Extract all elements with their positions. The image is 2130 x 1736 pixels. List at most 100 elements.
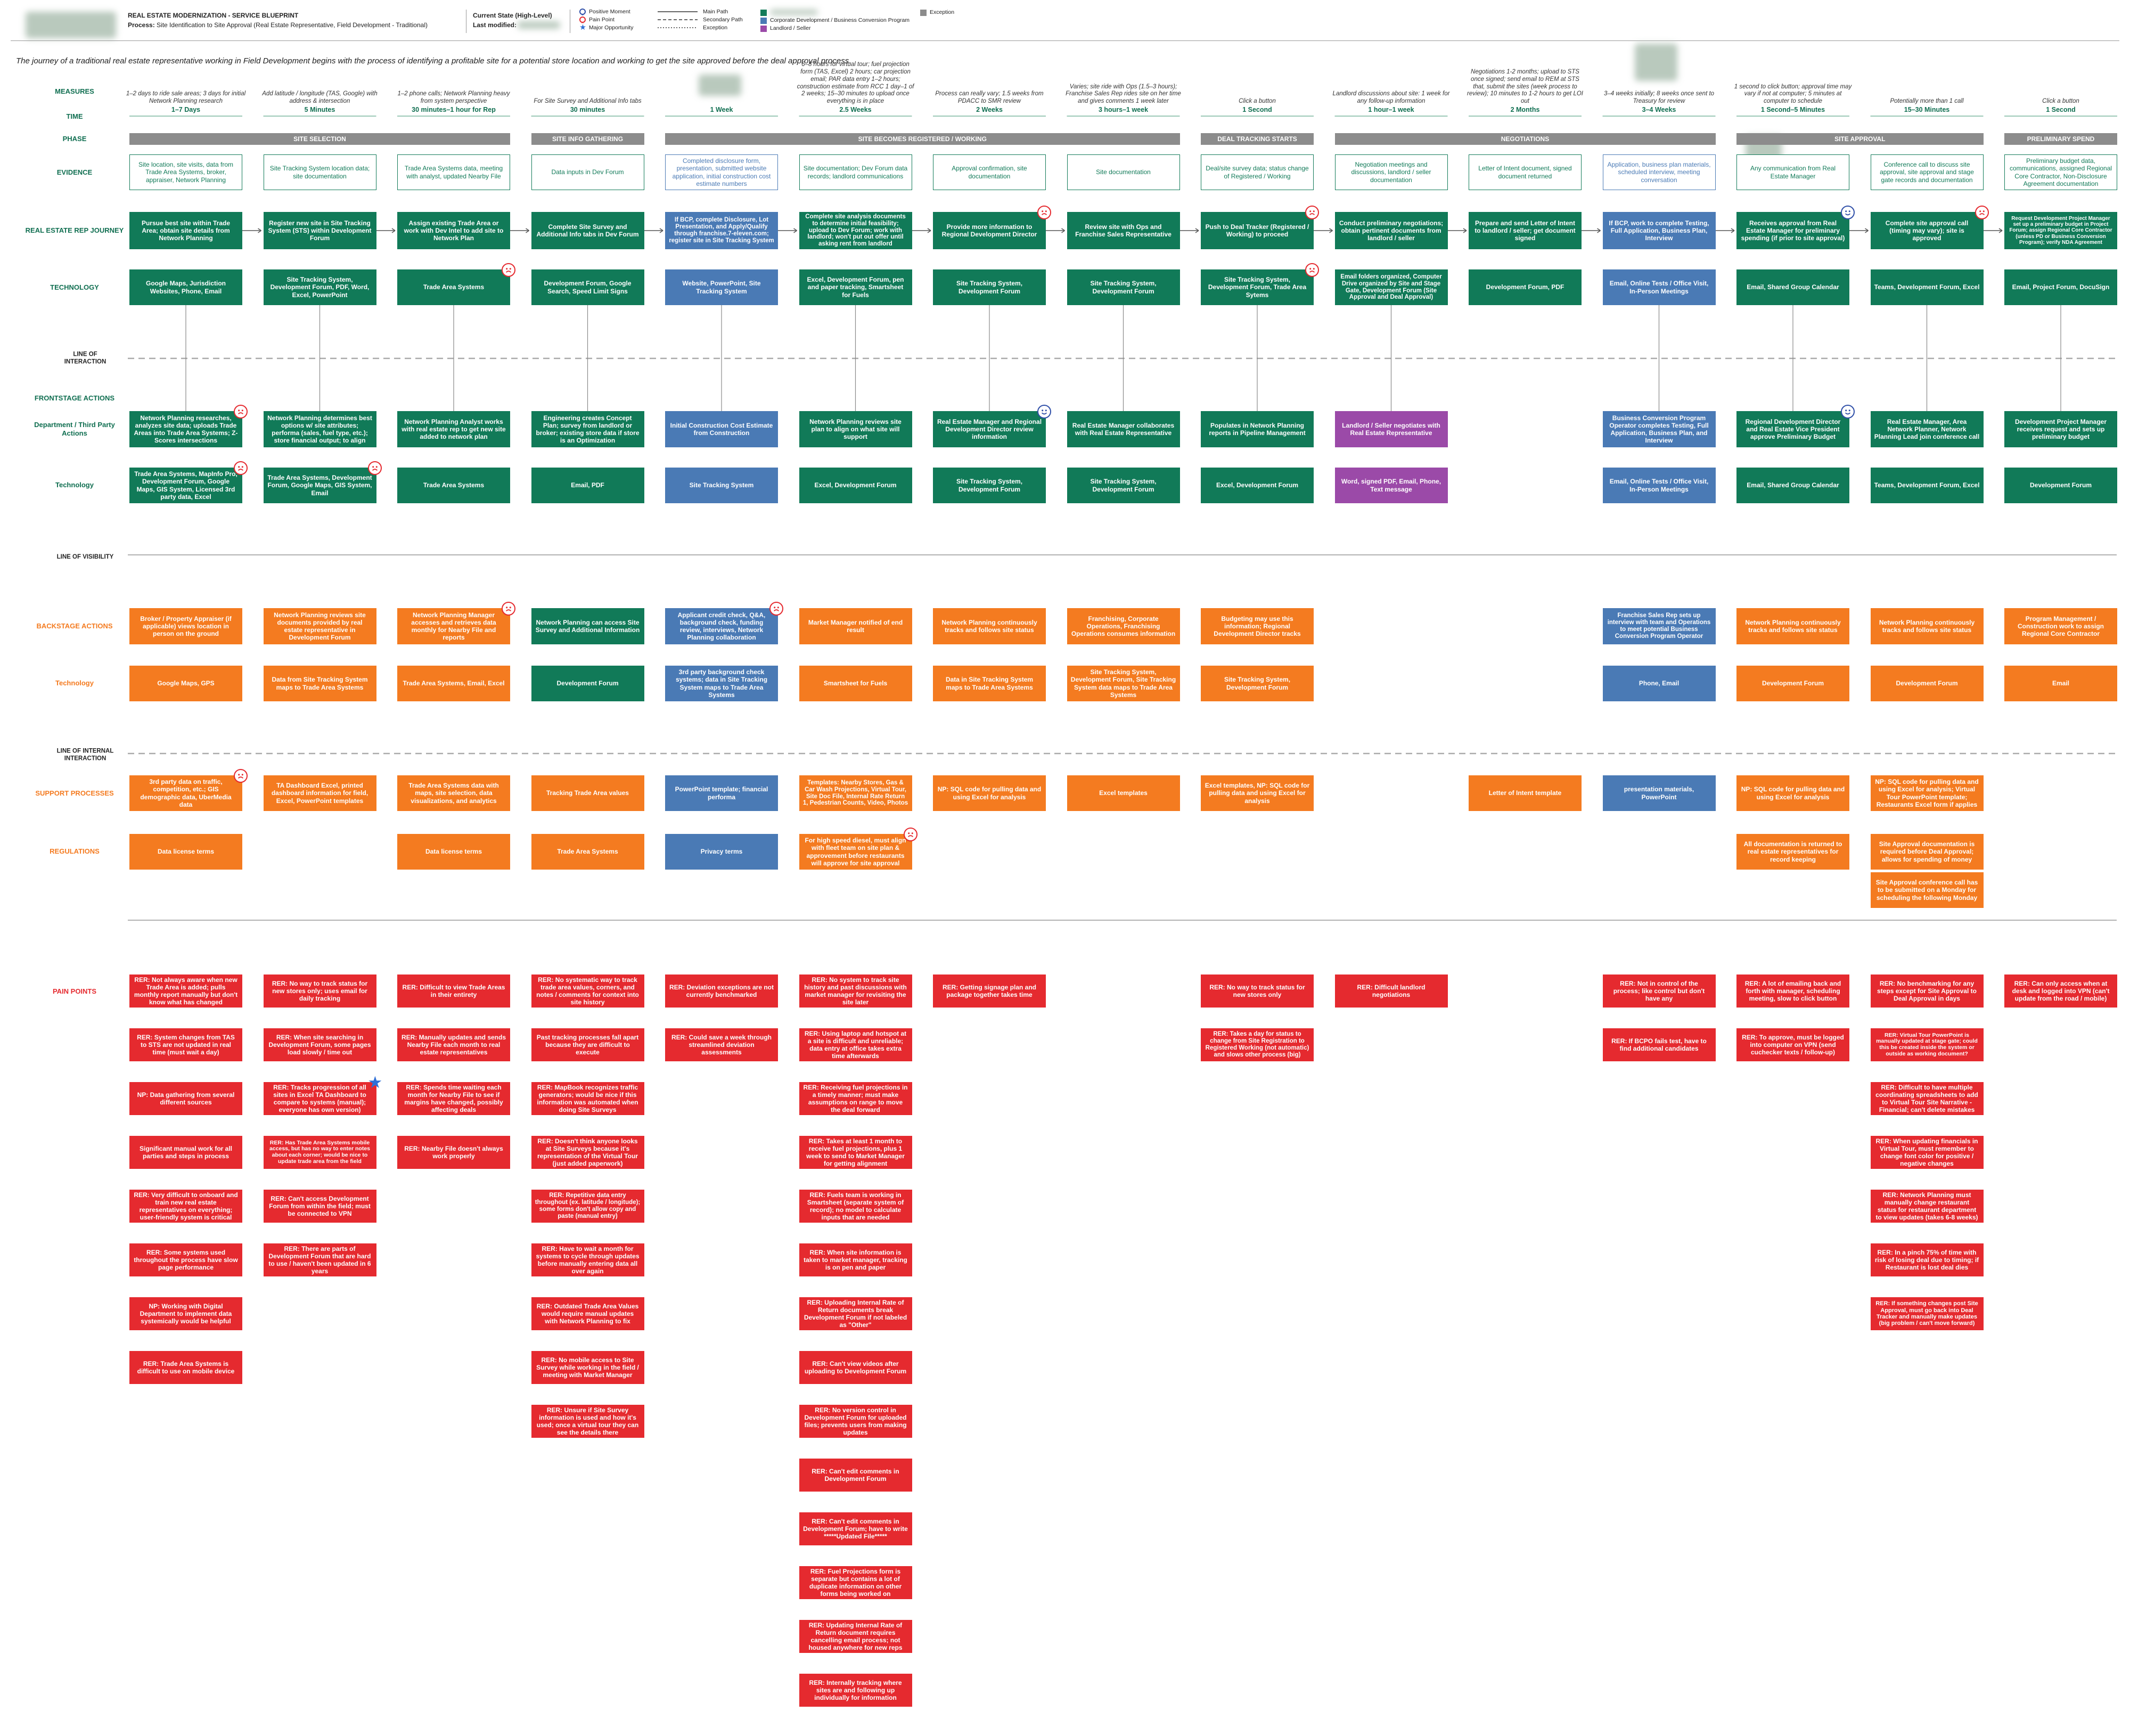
step-card: Network Planning Manager accesses and re… bbox=[397, 608, 510, 644]
row-label: LINE OF INTERACTION bbox=[64, 351, 106, 365]
step-card: Site Tracking System, Development Forum bbox=[1067, 269, 1180, 305]
step-card: NP: SQL code for pulling data and using … bbox=[1736, 775, 1849, 811]
positive-icon bbox=[579, 9, 586, 15]
step-card: Trade Area Systems bbox=[397, 269, 510, 305]
legend-swatch bbox=[920, 10, 927, 16]
row-label: Department / Third Party Actions bbox=[34, 420, 115, 437]
time: 30 minutes bbox=[570, 106, 605, 113]
step-card: Email, Shared Group Calendar bbox=[1736, 269, 1849, 305]
pain-icon bbox=[903, 828, 917, 841]
step-card: Data license terms bbox=[397, 834, 510, 870]
step-card: Teams, Development Forum, Excel bbox=[1870, 468, 1984, 503]
arrow-head bbox=[391, 230, 396, 233]
step-card: RER: Fuels team is working in Smartsheet… bbox=[799, 1190, 912, 1223]
step-card: Trade Area Systems, Development Forum, G… bbox=[263, 468, 376, 503]
step-card: Network Planning continuously tracks and… bbox=[933, 608, 1046, 644]
phase-bar: SITE BECOMES REGISTERED / WORKING bbox=[665, 133, 1180, 145]
step-card: RER: When site information is taken to m… bbox=[799, 1243, 912, 1276]
step-card: Pursue best site within Trade Area; obta… bbox=[129, 212, 242, 249]
row-label: BACKSTAGE ACTIONS bbox=[36, 621, 113, 630]
row-label: TIME bbox=[66, 112, 83, 120]
measure: 1–2 phone calls; Network Planning heavy … bbox=[397, 91, 510, 105]
step-card: Google Maps, GPS bbox=[129, 666, 242, 701]
step-card: PowerPoint template; financial performa bbox=[665, 775, 778, 811]
date-blurred bbox=[518, 21, 560, 29]
step-card: Broker / Property Appraiser (if applicab… bbox=[129, 608, 242, 644]
step-card: RER: Unsure if Site Survey information i… bbox=[531, 1405, 644, 1438]
step-card: NP: SQL code for pulling data and using … bbox=[1870, 775, 1984, 811]
legend-label: Positive Moment bbox=[589, 9, 630, 15]
step-card: RER: No mobile access to Site Survey whi… bbox=[531, 1351, 644, 1384]
step-card: For high speed diesel, must align with f… bbox=[799, 834, 912, 870]
arrow-head bbox=[1061, 228, 1065, 231]
step-card: Any communication from Real Estate Manag… bbox=[1736, 154, 1849, 190]
step-card: Data from Site Tracking System maps to T… bbox=[263, 666, 376, 701]
step-card: RER: Repetitive data entry throughout (e… bbox=[531, 1190, 644, 1223]
step-card: Conduct preliminary negotiations; obtain… bbox=[1334, 212, 1448, 249]
measure: Click a button bbox=[1239, 98, 1276, 105]
time: 1 Second–5 Minutes bbox=[1760, 106, 1825, 113]
row-label: EVIDENCE bbox=[56, 168, 93, 176]
step-card: RER: No systematic way to track trade ar… bbox=[531, 975, 644, 1008]
legend-swatch bbox=[760, 26, 767, 32]
measure: Add latitude / longitude (TAS, Google) w… bbox=[262, 91, 378, 105]
arrow-head bbox=[1731, 228, 1735, 231]
step-card: RER: No way to track status for new stor… bbox=[1201, 975, 1314, 1008]
step-card: Past tracking processes fall apart becau… bbox=[531, 1028, 644, 1061]
modified-label: Last modified: bbox=[473, 21, 517, 29]
step-card: Network Planning continuously tracks and… bbox=[1736, 608, 1849, 644]
phase-bar: SITE SELECTION bbox=[129, 133, 510, 145]
row-label: LINE OF VISIBILITY bbox=[56, 553, 114, 560]
step-card: Review site with Ops and Franchise Sales… bbox=[1067, 212, 1180, 249]
legend-label: Major Opportunity bbox=[589, 24, 634, 31]
step-card: Website, PowerPoint, Site Tracking Syste… bbox=[665, 269, 778, 305]
step-card: Smartsheet for Fuels bbox=[799, 666, 912, 701]
phase-bar: SITE APPROVAL bbox=[1736, 133, 1984, 145]
step-card: RER: Internally tracking where sites are… bbox=[799, 1674, 912, 1707]
step-card: Real Estate Manager, Area Network Planne… bbox=[1870, 411, 1984, 447]
step-card: Excel, Development Forum, pen and paper … bbox=[799, 269, 912, 305]
legend-label: Exception bbox=[930, 9, 955, 15]
row-label: PAIN POINTS bbox=[52, 987, 97, 995]
positive-icon bbox=[1037, 405, 1051, 419]
legend-blurred bbox=[770, 10, 818, 15]
phase-bar: DEAL TRACKING STARTS bbox=[1201, 133, 1314, 145]
step-card: Site Tracking System, Development Forum,… bbox=[1201, 269, 1314, 305]
step-card: Trade Area Systems, Email, Excel bbox=[397, 666, 510, 701]
arrow-head bbox=[927, 230, 931, 233]
step-card: If BCP, complete Disclosure, Lot Present… bbox=[665, 212, 778, 249]
step-card: RER: A lot of emailing back and forth wi… bbox=[1736, 975, 1849, 1008]
measure: Click a button bbox=[2042, 98, 2079, 105]
time: 15–30 Minutes bbox=[1904, 106, 1950, 113]
pain-icon bbox=[1037, 206, 1051, 219]
intro: The journey of a traditional real estate… bbox=[16, 56, 851, 65]
step-card: 3rd party background check systems; data… bbox=[665, 666, 778, 701]
time: 1 Week bbox=[710, 106, 733, 113]
step-card: Negotiation meetings and discussions, la… bbox=[1334, 154, 1448, 190]
arrow-head bbox=[1865, 228, 1869, 231]
time: 1 Second bbox=[2046, 106, 2076, 113]
step-card: Receives approval from Real Estate Manag… bbox=[1736, 212, 1849, 249]
arrow-head bbox=[258, 228, 261, 231]
step-card: RER: Network Planning must manually chan… bbox=[1870, 1190, 1984, 1223]
step-card: RER: Uploading Internal Rate of Return d… bbox=[799, 1297, 912, 1330]
step-card: Trade Area Systems bbox=[531, 834, 644, 870]
step-card: RER: No version control in Development F… bbox=[799, 1405, 912, 1438]
step-card: Trade Area Systems data, meeting with an… bbox=[397, 154, 510, 190]
pain-icon bbox=[234, 769, 248, 783]
step-card: Network Planning reviews site documents … bbox=[263, 608, 376, 644]
step-card: Letter of Intent template bbox=[1469, 775, 1582, 811]
step-card: Program Management / Construction work t… bbox=[2004, 608, 2117, 644]
step-card: RER: Not always aware when new Trade Are… bbox=[129, 975, 242, 1008]
row-label: Technology bbox=[55, 678, 94, 687]
row-label: FRONTSTAGE ACTIONS bbox=[34, 394, 115, 402]
step-card: Network Planning can access Site Survey … bbox=[531, 608, 644, 644]
step-card: RER: Fuel Projections form is separate b… bbox=[799, 1566, 912, 1599]
step-card: If BCP, work to complete Testing, Full A… bbox=[1602, 212, 1716, 249]
step-card: Development Forum, Google Search, Speed … bbox=[531, 269, 644, 305]
step-card: RER: Receiving fuel projections in a tim… bbox=[799, 1082, 912, 1115]
step-card: Excel templates, NP: SQL code for pullin… bbox=[1201, 775, 1314, 811]
step-card: Privacy terms bbox=[665, 834, 778, 870]
arrow-head bbox=[1865, 230, 1869, 233]
